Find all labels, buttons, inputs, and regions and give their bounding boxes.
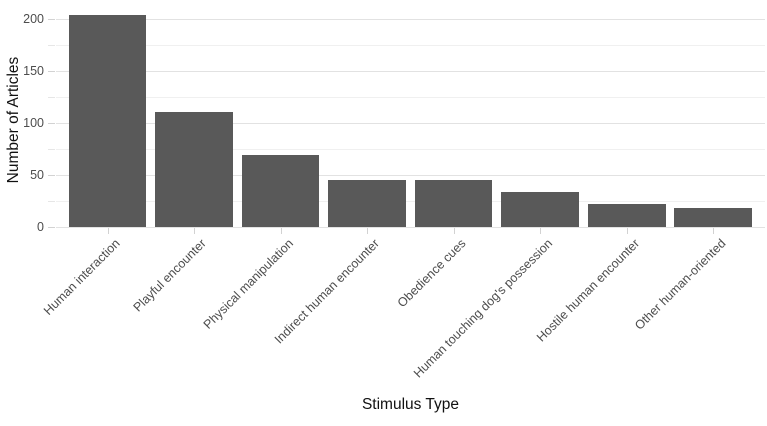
x-axis-tick [626, 228, 628, 234]
y-axis-tick [48, 123, 55, 125]
x-tick-label: Human touching dog's possession [411, 236, 556, 381]
x-axis-tick [107, 228, 109, 234]
x-axis-title: Stimulus Type [361, 396, 460, 413]
y-axis-minor-tick [48, 97, 55, 99]
y-axis-minor-tick [48, 201, 55, 203]
y-axis-tick [48, 175, 55, 177]
y-tick-label: 100 [23, 116, 44, 131]
bar [241, 155, 320, 227]
y-axis-minor-tick [48, 45, 55, 47]
x-tick-label: Playful encounter [130, 236, 210, 315]
bar [587, 204, 666, 227]
y-tick-label: 200 [23, 12, 44, 27]
x-axis-tick [713, 228, 715, 234]
x-axis-tick [540, 228, 542, 234]
gridline-minor [55, 201, 765, 203]
y-axis-tick [48, 19, 55, 21]
gridline-major [55, 123, 765, 125]
bar [155, 111, 233, 227]
bar [674, 208, 753, 227]
y-axis-minor-tick [48, 149, 55, 151]
x-tick-label: Physical manipulation [200, 236, 296, 332]
gridline-major [55, 19, 765, 21]
gridline-minor [55, 149, 765, 151]
gridline-minor [55, 45, 765, 47]
x-axis-tick [280, 228, 282, 234]
x-tick-label: Other human-oriented [631, 236, 729, 333]
bar [68, 15, 147, 227]
y-tick-label: 150 [23, 64, 44, 79]
y-tick-label: 0 [37, 220, 44, 234]
x-tick-label: Indirect human encounter [272, 236, 383, 347]
bar [328, 180, 406, 227]
gridline-major [55, 175, 765, 177]
x-axis-tick [194, 228, 195, 234]
x-axis-tick [453, 228, 455, 234]
gridline-major [55, 71, 765, 73]
bar [501, 191, 579, 227]
y-tick-label: 50 [30, 168, 44, 183]
gridline-minor [55, 97, 765, 99]
gridline-major [55, 227, 765, 228]
x-tick-label: Hostile human encounter [533, 236, 642, 345]
x-tick-label: Human interaction [41, 236, 123, 318]
y-axis-tick [48, 227, 55, 228]
x-tick-label: Obedience cues [395, 236, 469, 311]
y-axis-tick [48, 71, 55, 73]
bar [414, 180, 493, 227]
x-axis-tick [367, 228, 368, 234]
